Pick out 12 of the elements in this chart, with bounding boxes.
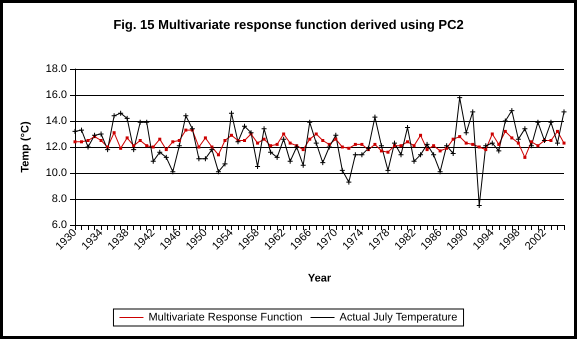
chart-title: Fig. 15 Multivariate response function derived using PC2 (113, 17, 464, 32)
y-tick-label: 6.0 (52, 219, 67, 231)
x-axis-title: Year (308, 272, 332, 284)
y-axis-title: Temp (°C) (20, 121, 32, 173)
legend-label: Actual July Temperature (340, 312, 458, 324)
legend-label: Multivariate Response Function (148, 312, 303, 324)
y-tick-label: 16.0 (46, 89, 67, 101)
y-tick-label: 10.0 (46, 167, 67, 179)
y-tick-label: 14.0 (46, 115, 67, 127)
y-tick-label: 18.0 (46, 63, 67, 75)
y-tick-label: 12.0 (46, 141, 67, 153)
y-tick-label: 8.0 (52, 193, 67, 205)
